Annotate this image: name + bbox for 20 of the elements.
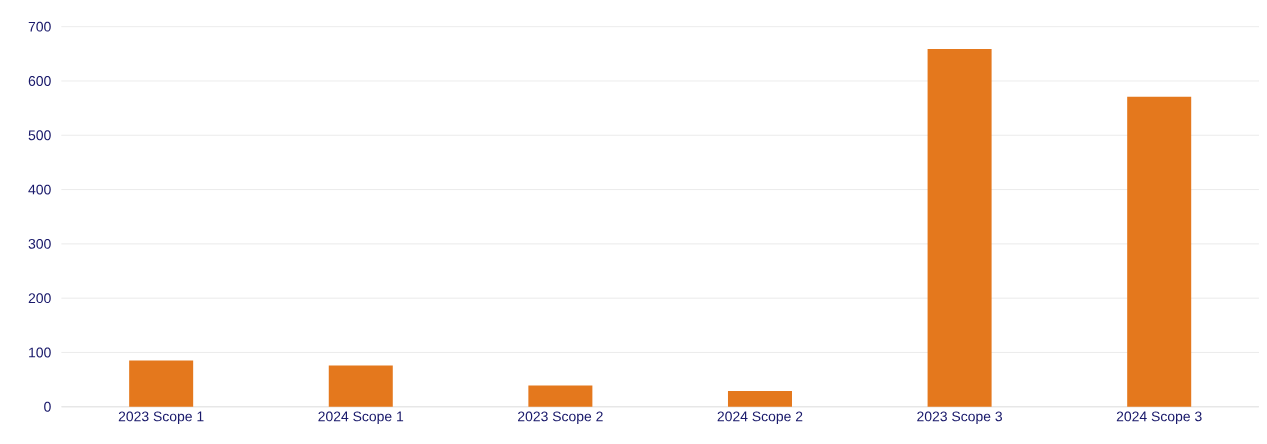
bar: [328, 365, 393, 407]
y-tick-label: 300: [28, 238, 51, 249]
x-tick-label: 2023 Scope 3: [917, 411, 1003, 425]
bar: [129, 360, 194, 407]
y-tick-label: 600: [28, 76, 51, 86]
y-tick-label: 100: [29, 347, 51, 358]
x-tick-label: 2024 Scope 3: [1116, 411, 1202, 425]
x-tick-label: 2024 Scope 2: [717, 411, 803, 425]
bar: [528, 385, 593, 407]
bar: [727, 390, 792, 407]
bar: [927, 48, 992, 407]
x-tick-label: 2024 Scope 1: [318, 411, 404, 425]
y-tick-label: 400: [28, 184, 51, 195]
y-tick-label: 0: [44, 401, 51, 412]
y-tick-label: 200: [28, 293, 51, 304]
bar: [1127, 96, 1192, 407]
x-tick-label: 2023 Scope 2: [518, 411, 603, 425]
x-tick-label: 2023 Scope 1: [118, 411, 204, 425]
y-tick-label: 700: [28, 21, 51, 32]
y-tick-label: 500: [28, 130, 51, 141]
